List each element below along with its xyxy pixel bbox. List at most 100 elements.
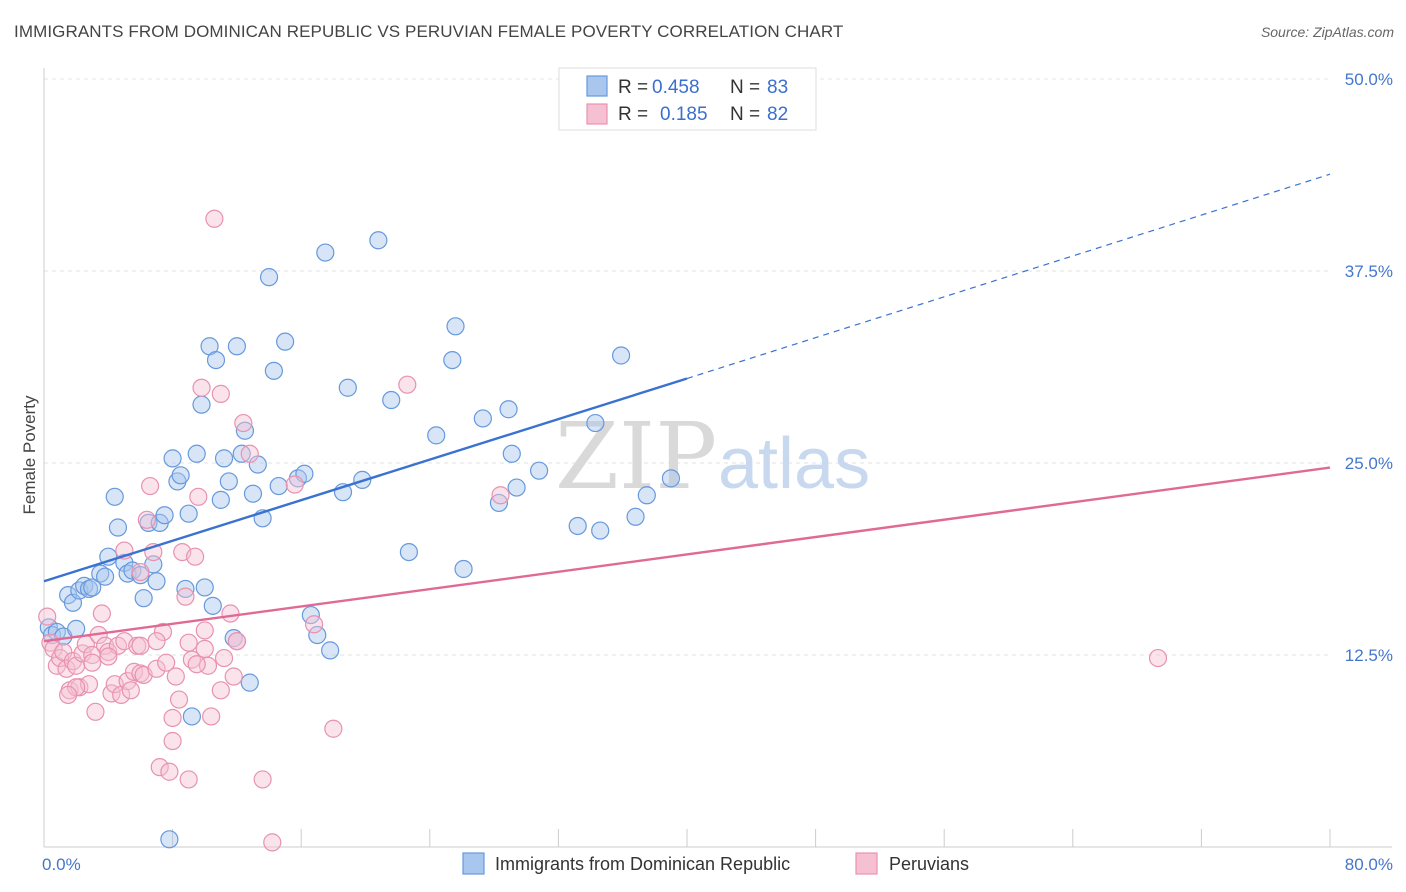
trend-lines bbox=[43, 173, 1331, 643]
point-peruvian bbox=[214, 648, 234, 668]
point-dominican bbox=[155, 506, 174, 525]
point-peruvian bbox=[99, 642, 118, 662]
series-label-peruvian: Peruvians bbox=[889, 854, 969, 874]
point-peruvian bbox=[59, 685, 78, 705]
point-peruvian bbox=[187, 655, 206, 674]
point-dominican bbox=[446, 317, 465, 336]
point-peruvian bbox=[153, 622, 173, 642]
point-dominican bbox=[473, 409, 492, 428]
legend-r-label-2: R = bbox=[618, 104, 648, 125]
point-dominican bbox=[105, 487, 124, 506]
legend-r-value-1: 0.458 bbox=[652, 77, 700, 98]
tick-labels: 12.5% 25.0% 37.5% 50.0% 0.0% 80.0% bbox=[42, 70, 1393, 874]
point-dominican bbox=[192, 395, 211, 414]
series-swatch-dominican bbox=[462, 852, 485, 875]
point-peruvian bbox=[131, 562, 150, 582]
point-peruvian bbox=[263, 833, 282, 852]
point-peruvian bbox=[179, 770, 198, 789]
point-dominican bbox=[235, 421, 255, 440]
series-label-dominican: Immigrants from Dominican Republic bbox=[495, 854, 790, 874]
y-axis-label: Female Poverty bbox=[20, 395, 39, 515]
point-dominican bbox=[171, 466, 190, 485]
point-dominican bbox=[224, 629, 243, 648]
point-dominican bbox=[179, 504, 198, 523]
legend-n-value-2: 82 bbox=[767, 104, 788, 125]
point-dominican bbox=[219, 472, 238, 491]
point-dominican bbox=[195, 578, 214, 597]
point-dominican bbox=[214, 449, 234, 468]
point-dominican bbox=[316, 243, 335, 262]
point-peruvian bbox=[86, 702, 105, 721]
point-peruvian bbox=[211, 384, 230, 403]
point-dominican bbox=[259, 268, 279, 287]
series-swatch-peruvian bbox=[855, 852, 878, 875]
legend-n-value-1: 83 bbox=[767, 77, 788, 98]
point-dominican bbox=[308, 625, 327, 645]
point-peruvian bbox=[1148, 648, 1168, 668]
point-dominican bbox=[160, 830, 179, 849]
legend-r-label-1: R = bbox=[618, 77, 648, 98]
point-dominican bbox=[499, 400, 518, 419]
point-peruvian bbox=[99, 647, 118, 666]
point-peruvian bbox=[205, 209, 224, 228]
point-dominican bbox=[83, 578, 102, 597]
point-dominican bbox=[443, 350, 462, 370]
point-peruvian bbox=[195, 639, 214, 658]
point-dominican bbox=[240, 673, 259, 692]
point-dominican bbox=[369, 231, 388, 250]
point-peruvian bbox=[398, 375, 417, 394]
point-dominican bbox=[637, 486, 656, 505]
trend-line-dominican bbox=[43, 377, 688, 583]
point-dominican bbox=[661, 469, 681, 488]
point-peruvian bbox=[38, 607, 57, 626]
series-legend: Immigrants from Dominican Republic Peruv… bbox=[462, 852, 969, 875]
point-peruvian bbox=[147, 632, 166, 651]
y-tick-label: 50.0% bbox=[1345, 70, 1393, 89]
point-peruvian bbox=[202, 707, 221, 726]
point-dominican bbox=[489, 493, 509, 513]
point-dominican bbox=[338, 378, 357, 397]
point-peruvian bbox=[179, 633, 198, 652]
point-peruvian bbox=[160, 762, 179, 781]
point-dominican bbox=[626, 507, 645, 526]
point-dominican bbox=[163, 449, 182, 468]
point-dominican bbox=[99, 547, 118, 566]
point-dominican bbox=[276, 332, 295, 351]
point-dominican bbox=[203, 596, 222, 615]
point-dominican bbox=[91, 564, 110, 583]
point-peruvian bbox=[92, 604, 111, 623]
point-peruvian bbox=[163, 731, 182, 751]
point-dominican bbox=[321, 641, 340, 660]
point-dominican bbox=[530, 461, 549, 480]
data-points bbox=[38, 209, 1168, 852]
point-dominican bbox=[187, 444, 206, 463]
point-peruvian bbox=[224, 667, 243, 686]
y-tick-label: 37.5% bbox=[1345, 262, 1393, 281]
point-dominican bbox=[427, 426, 446, 445]
point-dominican bbox=[399, 542, 419, 562]
source-label: Source: ZipAtlas.com bbox=[1260, 24, 1394, 40]
point-dominican bbox=[586, 413, 605, 433]
point-dominican bbox=[108, 518, 128, 537]
point-dominican bbox=[134, 589, 153, 608]
point-peruvian bbox=[211, 681, 230, 700]
point-peruvian bbox=[131, 636, 150, 655]
grid bbox=[44, 78, 1330, 656]
point-dominican bbox=[227, 337, 246, 356]
point-peruvian bbox=[324, 719, 343, 738]
point-dominican bbox=[382, 390, 401, 410]
point-dominican bbox=[243, 484, 263, 503]
point-peruvian bbox=[166, 667, 185, 686]
x-tick-label: 80.0% bbox=[1345, 855, 1393, 874]
point-dominican bbox=[269, 476, 288, 496]
point-peruvian bbox=[192, 378, 211, 397]
point-dominican bbox=[176, 579, 195, 599]
point-peruvian bbox=[227, 632, 246, 651]
point-dominican bbox=[147, 572, 166, 591]
point-peruvian bbox=[147, 659, 166, 678]
chart-title: IMMIGRANTS FROM DOMINICAN REPUBLIC VS PE… bbox=[14, 22, 844, 41]
legend-swatch-peruvian bbox=[586, 103, 608, 125]
point-dominican bbox=[95, 567, 115, 586]
point-peruvian bbox=[83, 653, 102, 672]
point-peruvian bbox=[234, 413, 253, 433]
